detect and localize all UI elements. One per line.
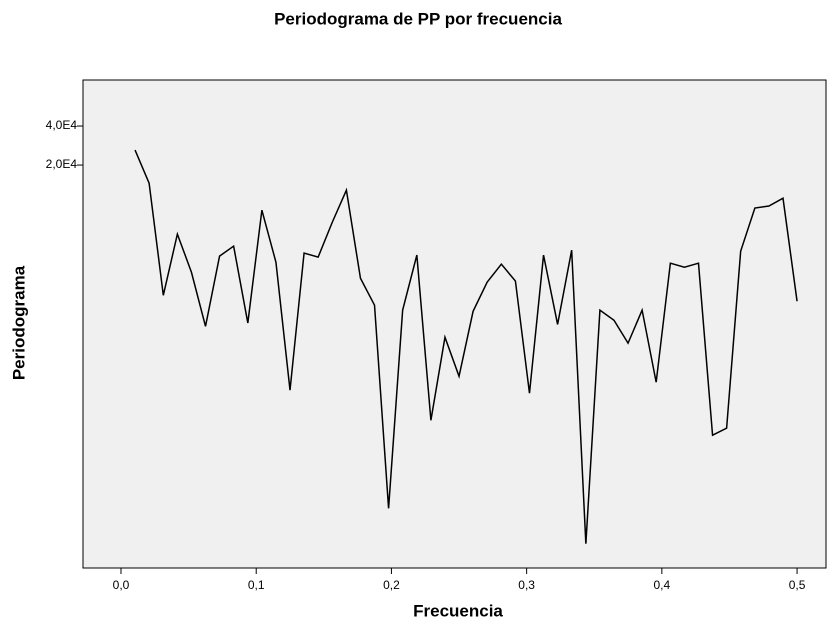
x-axis-label: Frecuencia	[413, 601, 503, 620]
x-tick-label: 0,1	[248, 578, 265, 592]
x-tick-label: 0,3	[518, 578, 535, 592]
x-tick-label: 0,0	[113, 578, 130, 592]
y-tick-label: 4,0E4	[46, 118, 78, 132]
x-tick-label: 0,5	[789, 578, 806, 592]
y-tick-label: 2,0E4	[46, 157, 78, 171]
x-tick-label: 0,4	[654, 578, 671, 592]
line	[134, 149, 798, 544]
chart-title: Periodograma de PP por frecuencia	[274, 9, 562, 28]
plot-area	[82, 79, 827, 569]
y-axis-label: Periodograma	[9, 265, 28, 380]
x-tick-label: 0,2	[383, 578, 400, 592]
